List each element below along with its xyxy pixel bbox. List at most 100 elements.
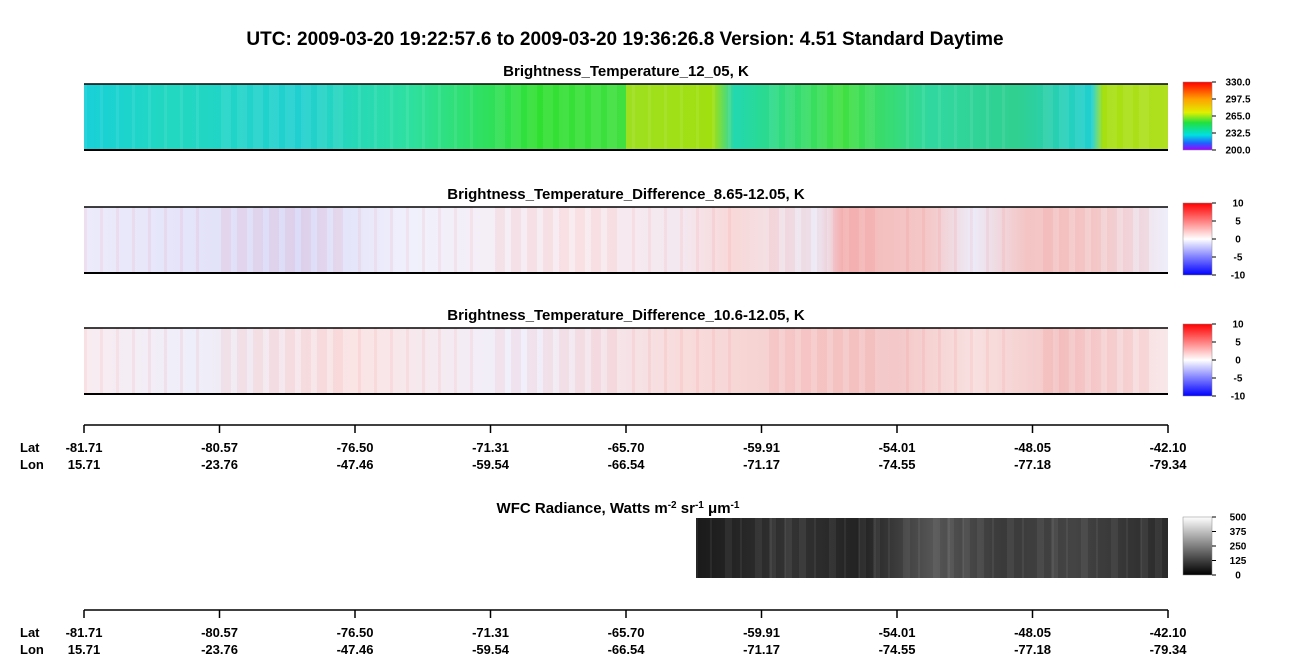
panel-streak [543,207,553,273]
panel-streak [132,328,135,394]
panel-streak [865,328,875,394]
panel-streak [84,328,87,394]
panel-streak [221,84,231,150]
panel-streak [148,328,151,394]
lon-label: Lon [20,642,44,657]
panel-streak [1091,84,1101,150]
wfc-streak [829,518,836,578]
wfc-streak [947,518,954,578]
panel-streak [301,328,311,394]
panel-streak [607,207,617,273]
panel-streak [938,84,941,150]
panel-streak [285,84,295,150]
lat-value: -71.31 [472,440,509,455]
wfc-streak [1141,518,1148,578]
panel-streak [511,207,521,273]
panel-streak [196,207,199,273]
lat-value: -48.05 [1014,625,1051,640]
wfc-streak [710,518,712,578]
panel-streak [954,207,957,273]
panel-streak [1091,328,1101,394]
panel-streak [575,207,585,273]
colorbar-label: 297.5 [1225,95,1250,106]
panel-streak [817,207,827,273]
lon-value: -23.76 [201,457,238,472]
panel-streak [317,84,327,150]
panel-streak [358,84,361,150]
panel-streak [100,328,103,394]
panel-image [84,328,1168,394]
lon-label: Lon [20,457,44,472]
panel-streak [970,207,973,273]
panel-streak [728,328,731,394]
panel-streak [591,328,601,394]
panel-streak [1059,84,1069,150]
panel-streak [317,207,327,273]
wfc-streak [888,518,890,578]
panel-streak [833,84,843,150]
panel-streak [833,328,843,394]
panel-streak [954,328,957,394]
panel-streak [438,207,441,273]
wfc-streak [933,518,940,578]
lon-value: -74.55 [879,457,916,472]
panel-streak [865,207,875,273]
panel-streak [269,207,279,273]
colorbar-label: -5 [1234,374,1243,385]
wfc-streak [799,518,806,578]
panel-streak [374,328,377,394]
panel-streak [1043,328,1053,394]
panel-streak [1107,207,1117,273]
panel-streak [269,84,279,150]
panel-streak [470,84,473,150]
lon-value: -77.18 [1014,642,1051,657]
panel-streak [253,328,263,394]
colorbar-label: 265.0 [1225,112,1250,123]
panel-streak [1123,328,1133,394]
panel-streak [785,84,795,150]
wfc-streak [858,518,860,578]
wfc-streak [859,518,866,578]
panel-streak [954,84,957,150]
lon-value: -59.54 [472,457,510,472]
wfc-streak [755,518,762,578]
panel-streak [253,207,263,273]
wfc-streak [918,518,920,578]
panel-streak [196,84,199,150]
panel-streak [374,84,377,150]
panel-streak [543,328,553,394]
colorbar-label: 0 [1235,235,1241,246]
panel-streak [922,207,925,273]
panel-streak [696,207,699,273]
panel-streak [801,207,811,273]
panel-streak [495,328,505,394]
panel-streak [543,84,553,150]
panel-streak [575,328,585,394]
panel-streak [696,84,699,150]
panel-streak [785,328,795,394]
panel-streak [986,328,989,394]
wfc-streak [1022,518,1024,578]
wfc-streak [963,518,970,578]
lat-value: -65.70 [608,440,645,455]
colorbar-label: 10 [1232,199,1244,210]
lon-value: -74.55 [879,642,916,657]
colorbar-label: 5 [1235,217,1241,228]
wfc-streak [844,518,846,578]
panel-streak [817,328,827,394]
panel-streak [1123,207,1133,273]
panel-streak [1075,84,1085,150]
panel-streak [1002,207,1005,273]
wfc-streak [1066,518,1068,578]
panel-streak [591,207,601,273]
panel-streak [1139,328,1149,394]
colorbar [1182,81,1213,151]
panel-streak [406,207,409,273]
wfc-streak [903,518,910,578]
panel-streak [84,84,87,150]
lat-value: -59.91 [743,440,780,455]
wfc-streak [977,518,984,578]
lon-value: -66.54 [608,642,646,657]
wfc-streak [740,518,742,578]
lat-value: -42.10 [1150,625,1187,640]
